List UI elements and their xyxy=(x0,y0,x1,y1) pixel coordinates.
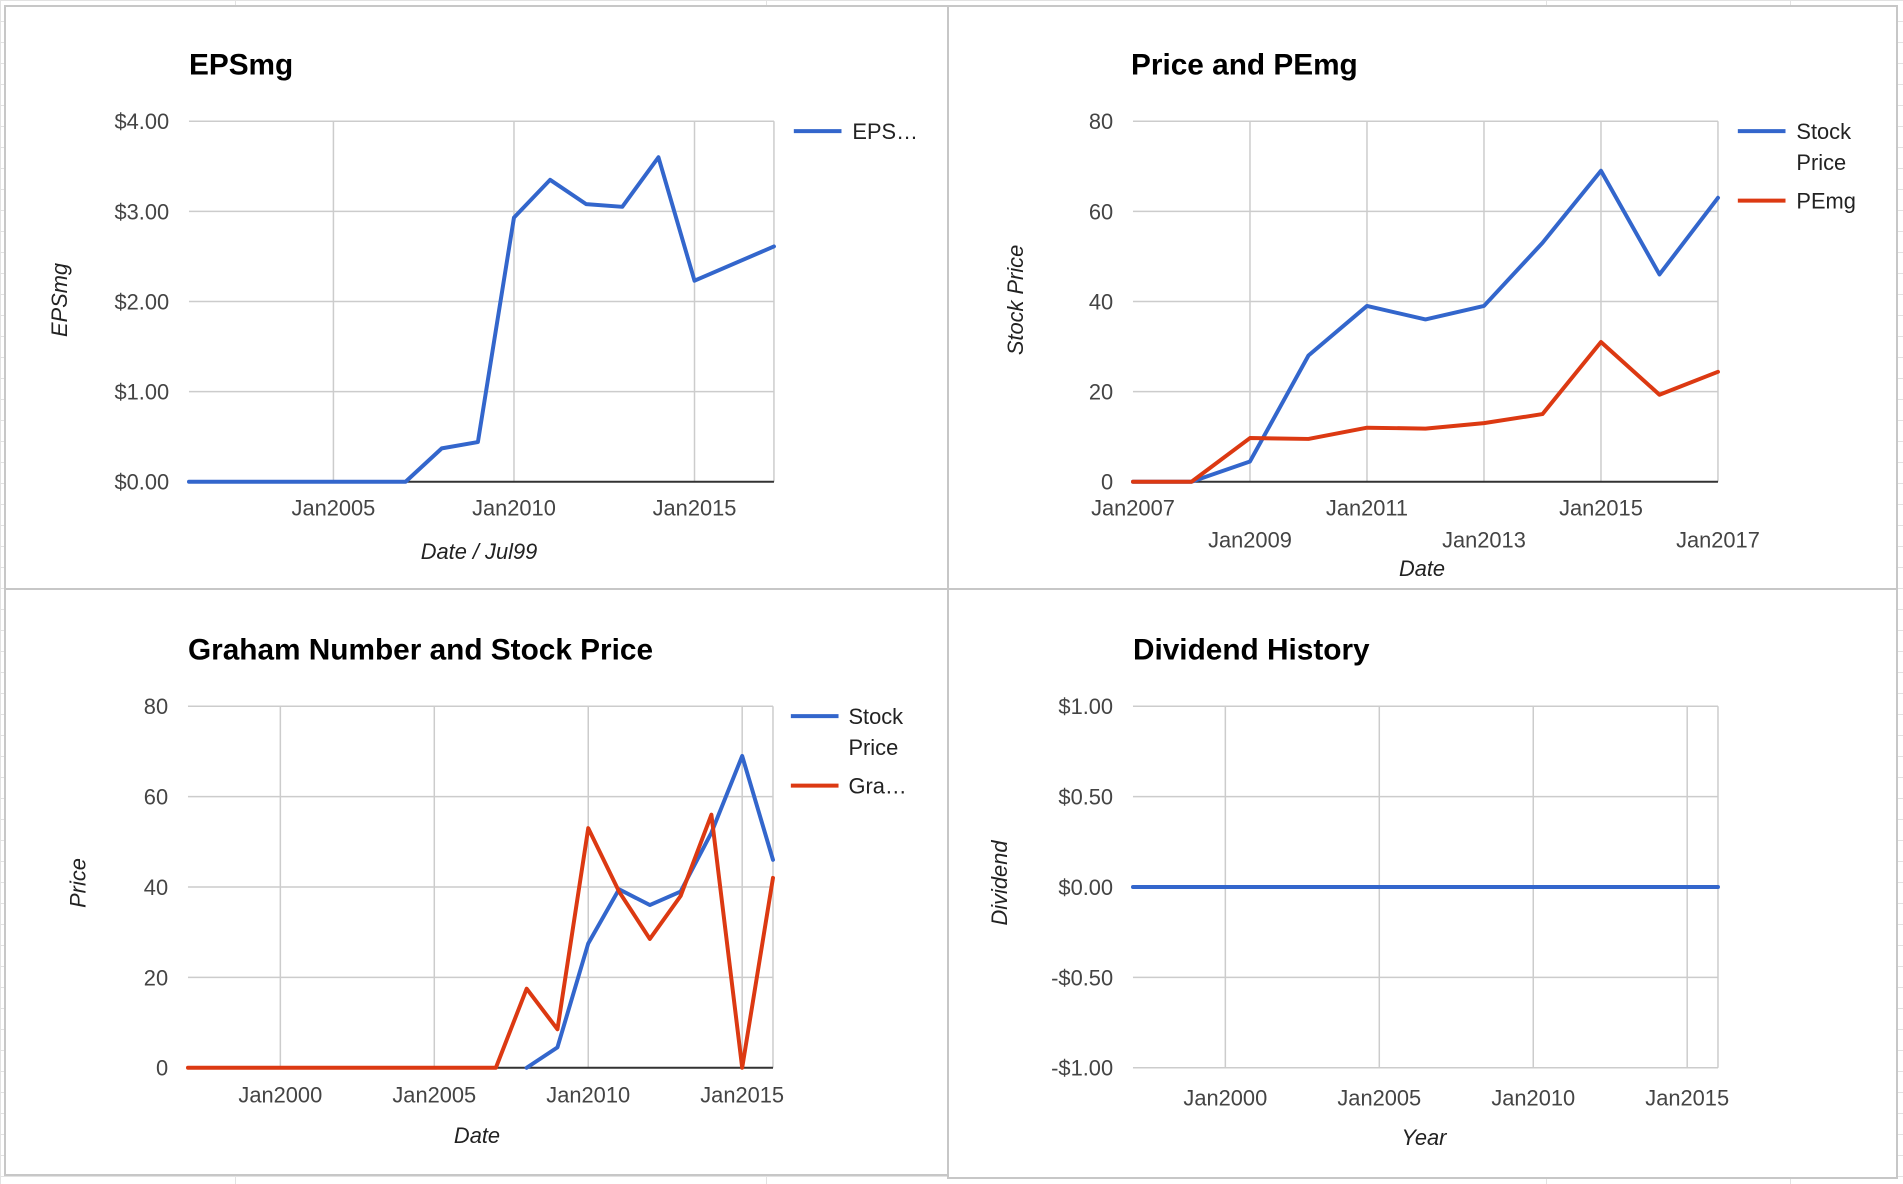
y-axis-ticks: -$1.00 -$0.50 $0.00 $0.50 $1.00 xyxy=(1051,694,1113,1081)
series-line-0 xyxy=(186,155,776,484)
chart-title: EPSmg xyxy=(189,49,293,82)
eps-chart-svg: EPSmg $0.00$1.00$2.00$3.00$4.00 Jan2005 J… xyxy=(47,49,918,565)
x-axis-ticks: Jan2000 Jan2005 Jan2010 Jan2015 xyxy=(1183,1085,1729,1110)
y-axis-label: EPSmg xyxy=(47,263,72,337)
chart-title: Graham Number and Stock Price xyxy=(188,634,653,667)
legend-label-eps: EPS… xyxy=(852,119,918,144)
y-tick-label: $0.00 xyxy=(1058,875,1113,900)
y-axis-label: Stock Price xyxy=(1003,245,1028,355)
price-pemg-chart[interactable]: Price and PEmg 0 20 40 60 80 Jan2007 Jan2009 J… xyxy=(947,5,1898,590)
y-tick-label: $0.00 xyxy=(114,470,169,495)
y-tick-label: 60 xyxy=(144,785,168,810)
series-line-0 xyxy=(1131,168,1720,484)
x-tick-label: Jan2005 xyxy=(1337,1085,1421,1110)
x-tick-label: Jan2015 xyxy=(1645,1085,1729,1110)
legend-label-stock-price: Stock Price xyxy=(848,704,903,760)
x-tick-label: Jan2013 xyxy=(1442,527,1526,552)
dividend-chart[interactable]: Dividend History -$1.00 -$0.50 $0.00 $0.50 $… xyxy=(947,588,1898,1179)
x-tick-label: Jan2000 xyxy=(238,1082,322,1107)
series-line-1 xyxy=(1131,340,1720,484)
graham-chart-svg: Graham Number and Stock Price 020406080 … xyxy=(66,634,907,1149)
y-tick-label: $4.00 xyxy=(114,109,169,134)
y-tick-label: 0 xyxy=(1101,470,1113,495)
series-lines xyxy=(185,753,775,1070)
series-line-1 xyxy=(185,812,775,1070)
x-axis-label: Date xyxy=(454,1123,500,1148)
y-tick-label: $1.00 xyxy=(114,380,169,405)
x-tick-label: Jan2011 xyxy=(1326,495,1408,520)
y-tick-label: $3.00 xyxy=(114,199,169,224)
legend-label-pemg: PEmg xyxy=(1796,189,1855,214)
y-tick-label: 40 xyxy=(144,875,168,900)
legend-label-graham: Gra… xyxy=(848,774,906,799)
y-tick-label: $2.00 xyxy=(114,289,169,314)
y-tick-label: 80 xyxy=(1089,109,1113,134)
x-tick-label: Jan2015 xyxy=(700,1082,784,1107)
x-tick-label: Jan2010 xyxy=(1491,1085,1575,1110)
y-tick-label: -$1.00 xyxy=(1051,1056,1113,1081)
x-tick-label: Jan2005 xyxy=(392,1082,476,1107)
x-axis-ticks: Jan2000 Jan2005 Jan2010 Jan2015 xyxy=(238,1082,784,1107)
legend-label-stock-price: Stock Price xyxy=(1796,119,1851,175)
series-lines xyxy=(186,155,776,484)
y-tick-label: 20 xyxy=(1089,380,1113,405)
y-tick-label: 60 xyxy=(1089,199,1113,224)
y-axis-label: Price xyxy=(66,858,91,908)
dividend-chart-svg: Dividend History -$1.00 -$0.50 $0.00 $0.50 $… xyxy=(987,634,1729,1151)
grid-lines xyxy=(1132,120,1719,483)
y-axis-ticks: $0.00 $1.00 $2.00 $3.00 $4.00 xyxy=(114,109,169,495)
x-tick-label: Jan2010 xyxy=(472,495,556,520)
y-tick-label: 80 xyxy=(144,694,168,719)
y-axis-ticks: 0 20 40 60 80 xyxy=(144,694,168,1081)
grid-lines xyxy=(188,120,775,483)
x-axis-label: Date / Jul99 xyxy=(421,539,537,564)
y-axis-ticks: 0 20 40 60 80 xyxy=(1089,109,1113,495)
x-tick-label: Jan2015 xyxy=(1559,495,1643,520)
legend: Stock Price Gra… xyxy=(790,704,907,799)
y-tick-label: -$0.50 xyxy=(1051,965,1113,990)
y-tick-label: 40 xyxy=(1089,289,1113,314)
x-axis-ticks: Jan2005 Jan2010 Jan2015 xyxy=(292,495,737,520)
x-tick-label: Jan2009 xyxy=(1208,527,1292,552)
series-lines xyxy=(1131,168,1720,484)
x-tick-label: Jan2005 xyxy=(292,495,376,520)
x-axis-ticks: Jan2007 Jan2009 Jan2011 Jan2013 Jan2015 Jan20… xyxy=(1091,495,1760,552)
legend: EPS… xyxy=(793,119,918,144)
y-axis-label: Dividend xyxy=(987,840,1012,926)
graham-chart[interactable]: Graham Number and Stock Price 0 20 40 60 80 … xyxy=(4,588,950,1176)
x-tick-label: Jan2017 xyxy=(1676,527,1760,552)
legend: Stock Price PEmg xyxy=(1737,119,1856,214)
y-tick-label: 20 xyxy=(144,965,168,990)
x-tick-label: Jan2007 xyxy=(1091,495,1175,520)
x-axis-label: Date xyxy=(1399,556,1445,581)
eps-chart[interactable]: EPSmg $0.00 $1.00 $2.00 $3.00 $4.00 Jan2005 J… xyxy=(4,5,950,590)
x-tick-label: Jan2000 xyxy=(1183,1085,1267,1110)
y-tick-label: $1.00 xyxy=(1058,694,1113,719)
x-axis-label: Year xyxy=(1402,1125,1449,1150)
chart-title: Price and PEmg xyxy=(1131,49,1358,82)
chart-title: Dividend History xyxy=(1133,634,1370,667)
series-line-0 xyxy=(524,753,775,1070)
x-tick-label: Jan2010 xyxy=(546,1082,630,1107)
y-tick-label: $0.50 xyxy=(1058,785,1113,810)
y-tick-label: 0 xyxy=(156,1056,168,1081)
x-tick-label: Jan2015 xyxy=(653,495,737,520)
